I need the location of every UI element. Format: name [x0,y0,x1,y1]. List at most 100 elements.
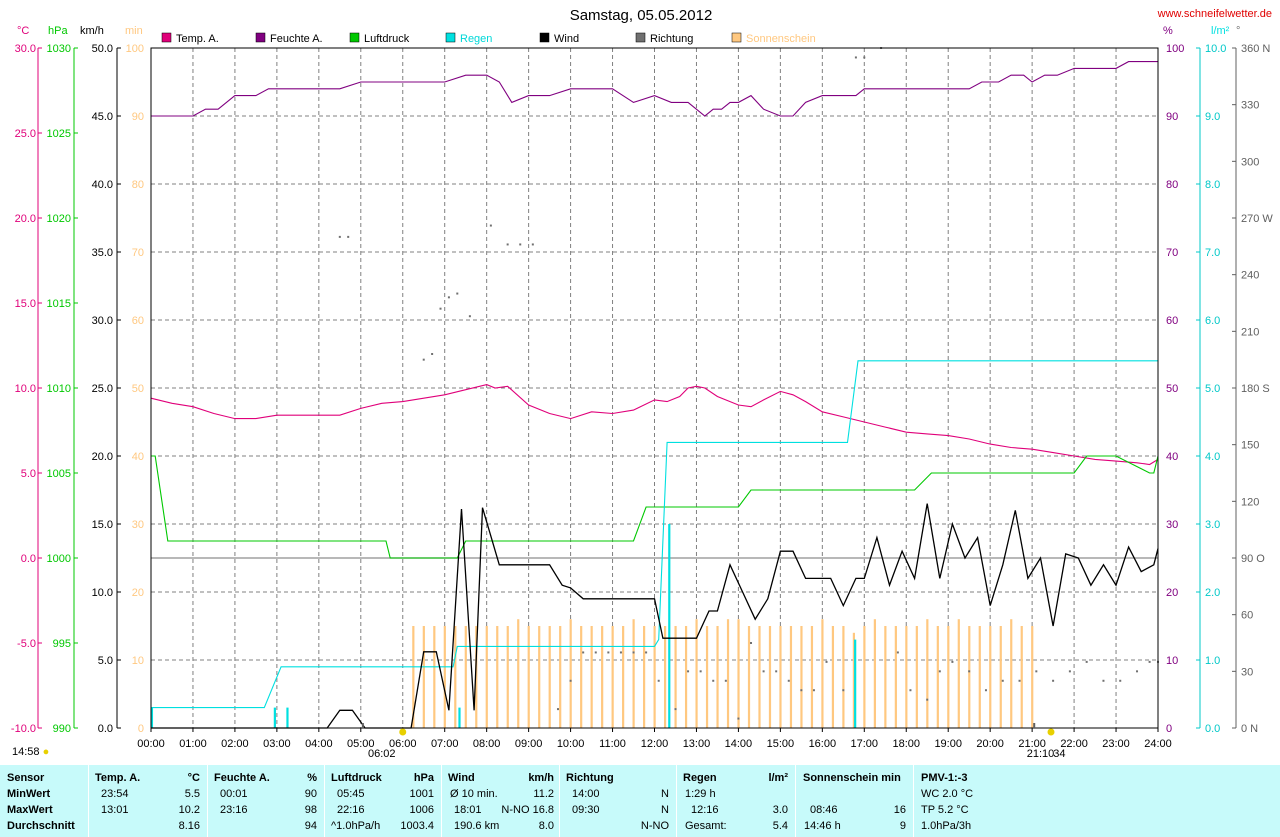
grid [151,48,1158,728]
sun-bar [548,626,551,728]
axis-unit: °C [17,25,29,37]
temp-max: 10.2 [178,804,200,816]
humidity-avg: 94 [304,820,317,832]
tick-label: 50.0 [92,43,113,55]
tick-label: 120 [1241,496,1259,508]
direction-point [1119,679,1122,682]
direction-point [842,689,845,692]
x-tick-label: 13:00 [683,738,711,750]
tick-label: 2.0 [1205,587,1220,599]
rain-bar [458,707,461,728]
right-axes: 100908070605040302010010.09.08.07.06.05.… [1166,43,1273,735]
direction-avg: N-NO [640,820,669,832]
tick-label: 1025 [47,128,71,140]
direction-max: N [661,804,669,816]
humidity-header: Feuchte A. [214,772,270,784]
x-tick-label: 11:00 [599,738,626,750]
direction-point [1035,670,1038,673]
sunrise-time: 06:02 [368,748,396,760]
tick-label: 0.0 [1205,723,1220,735]
direction-point [657,679,660,682]
tick-label: 5.0 [98,655,113,667]
wind-avg: 8.0 [538,820,554,832]
x-tick-label: 19:00 [934,738,962,750]
x-tick-label: 24:00 [1144,738,1172,750]
rain-bar [668,524,671,728]
rain-bar [273,707,276,728]
temp-unit: °C [187,772,200,784]
x-tick-label: 18:00 [892,738,920,750]
direction-point [909,689,912,692]
tick-label: 8.0 [1205,179,1220,191]
current-time-text: 14:58 [12,746,40,758]
sun-bar [800,626,803,728]
axis-unit: % [1163,25,1173,37]
x-tick-label: 02:00 [221,738,249,750]
axis-unit: hPa [48,25,68,37]
sun-bar [601,626,604,728]
sun-bar [464,626,467,728]
sun-max: 16 [893,804,906,816]
humidity-min-time: 00:01 [220,788,248,800]
sun-bar [894,626,897,728]
legend-swatch [635,32,646,43]
stats-panel: Sensor MinWert MaxWert Durchschnitt Temp… [0,765,1280,837]
stats-row-max: MaxWert [7,804,53,816]
sun-header: Sonnenschein min [803,772,901,784]
direction-point [724,679,727,682]
direction-point [687,670,690,673]
x-tick-label: 21:00 [1018,738,1046,750]
stats-col-pmv: PMV-1:-3 WC 2.0 °C TP 5.2 °C 1.0hPa/3h [913,765,1280,837]
pmv-windchill: WC 2.0 °C [921,788,974,800]
temp-min: 5.5 [184,788,200,800]
sun-bar [716,626,719,728]
rain-total: 5.4 [772,820,788,832]
axis-unit: ° [1236,25,1240,37]
tick-label: 100 [1166,43,1184,55]
rain-header: Regen [683,772,717,784]
sun-bar [580,626,583,728]
tick-label: 50 [132,383,144,395]
sun-bar [422,626,425,728]
sun-bar [747,626,751,728]
chart-title: Samstag, 05.05.2012 [570,7,713,24]
direction-point [607,651,610,654]
rain-unit: l/m² [768,772,788,784]
direction-point [569,679,572,682]
stats-col-pressure: Luftdruck hPa 05:45 1001 22:16 1006 ^1.0… [324,765,442,837]
wind-max: N-NO 16.8 [501,804,554,816]
sun-bar [737,619,740,728]
sun-bar [873,619,876,728]
direction-point [531,243,534,246]
tick-label: 1015 [47,298,71,310]
tick-label: -5.0 [17,638,36,650]
pressure-unit: hPa [413,772,434,784]
rain-duration: 1:29 h [685,788,716,800]
rain-total-label: Gesamt: [685,820,727,832]
tick-label: 90 O [1241,553,1265,565]
x-tick-label: 06:00 [389,738,417,750]
x-tick-label: 08:00 [473,738,501,750]
legend-label: Wind [554,33,579,45]
direction-header: Richtung [566,772,614,784]
tick-label: 80 [1166,179,1178,191]
pmv-dewpoint: TP 5.2 °C [921,804,969,816]
direction-min: N [661,788,669,800]
tick-label: 70 [1166,247,1178,259]
direction-point [422,358,425,361]
x-axis: 00:00 01:00 02:00 03:00 04:00 05:00 06:00 07:00… [137,728,1172,750]
x-tick-label: 14:00 [725,738,753,750]
direction-point [968,670,971,673]
sun-bar [663,626,667,728]
rain-max: 3.0 [772,804,788,816]
sunset-suffix: 34 [1053,748,1065,760]
x-tick-label: 12:00 [641,738,669,750]
sun-bar [863,626,866,728]
pressure-max-time: 22:16 [337,804,365,816]
legend-label: Temp. A. [176,33,219,45]
direction-point [1068,670,1071,673]
stats-row-avg: Durchschnitt [7,820,75,832]
direction-point [447,296,450,299]
site-link[interactable]: www.schneifelwetter.de [1157,8,1272,20]
tick-label: 40 [132,451,144,463]
